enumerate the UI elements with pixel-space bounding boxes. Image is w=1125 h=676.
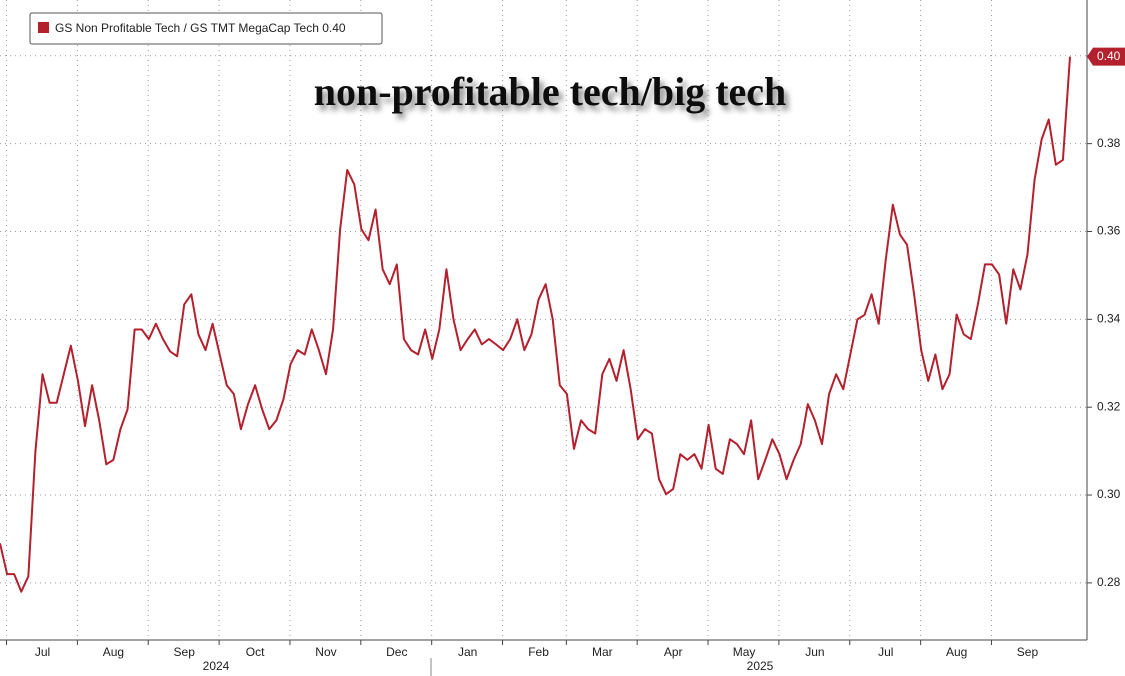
x-tick-label: Jun [805, 645, 824, 659]
year-label: 2024 [203, 659, 230, 673]
grid [0, 0, 1087, 640]
x-tick-label: Nov [315, 645, 336, 659]
plot-area [0, 56, 1071, 593]
legend-series-name: GS Non Profitable Tech / GS TMT MegaCap … [55, 21, 319, 35]
x-tick-label: Aug [103, 645, 124, 659]
x-tick-label: May [733, 645, 756, 659]
y-tick-label: 0.30 [1097, 487, 1121, 501]
x-tick-label: Oct [246, 645, 265, 659]
x-tick-label: Aug [946, 645, 967, 659]
x-tick-label: Jan [458, 645, 477, 659]
y-tick-label: 0.38 [1097, 136, 1121, 150]
legend-swatch [38, 22, 49, 33]
y-tick-label: 0.36 [1097, 224, 1121, 238]
last-value-tag [1087, 47, 1125, 66]
y-tick-label: 0.28 [1097, 575, 1121, 589]
x-tick-label: Apr [664, 645, 683, 659]
x-tick-label: Sep [1017, 645, 1039, 659]
x-tick-label: Jul [35, 645, 50, 659]
x-tick-label: Sep [174, 645, 196, 659]
legend-label: GS Non Profitable Tech / GS TMT MegaCap … [55, 21, 346, 35]
x-tick-label: Dec [386, 645, 407, 659]
x-tick-label: Mar [592, 645, 613, 659]
x-tick-label: Feb [528, 645, 549, 659]
x-tick-label: Jul [878, 645, 893, 659]
legend: GS Non Profitable Tech / GS TMT MegaCap … [29, 12, 383, 45]
legend-box [29, 12, 383, 45]
y-tick-label: 0.34 [1097, 312, 1121, 326]
year-label: 2025 [747, 659, 774, 673]
legend-last-value: 0.40 [322, 21, 346, 35]
y-tick-label: 0.32 [1097, 399, 1121, 413]
chart-title: non-profitable tech/big tech [314, 69, 787, 114]
series-line [0, 56, 1071, 593]
last-value-label: 0.40 [1097, 49, 1121, 63]
